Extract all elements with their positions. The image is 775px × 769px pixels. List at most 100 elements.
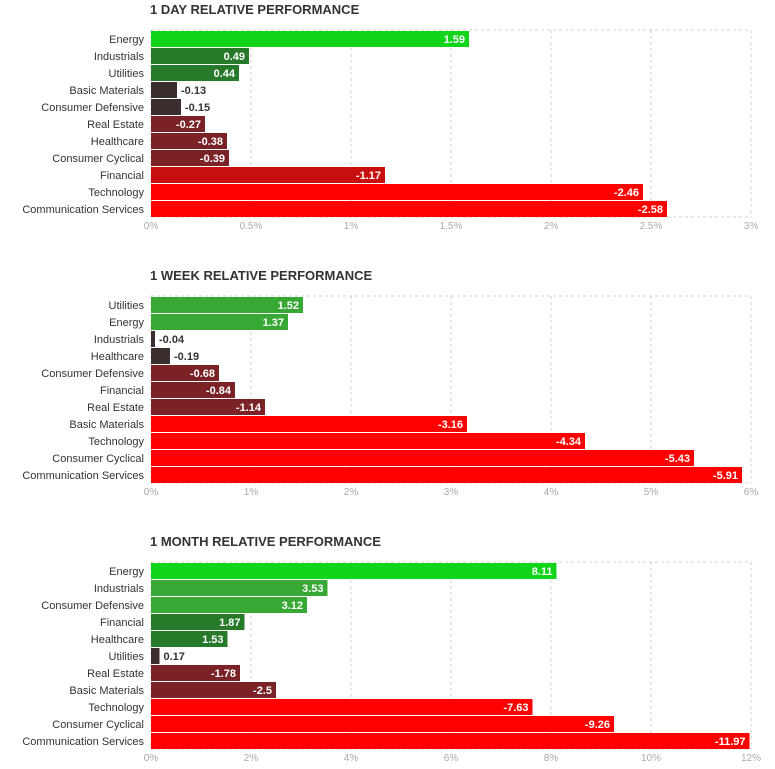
data-label: -11.97 <box>715 736 746 748</box>
data-label: 1.87 <box>219 617 240 629</box>
bar <box>151 648 160 664</box>
data-label: -2.46 <box>614 187 639 199</box>
x-tick-label: 0% <box>144 487 159 498</box>
panel-1-week: 1 WEEK RELATIVE PERFORMANCE 0% 1% 2% 3% 4% 5%… <box>22 268 758 498</box>
bar <box>151 65 239 81</box>
bar <box>151 331 155 347</box>
category-label: Healthcare <box>91 634 144 646</box>
category-label: Consumer Cyclical <box>52 153 144 165</box>
chart-title: 1 MONTH RELATIVE PERFORMANCE <box>150 534 381 549</box>
bar <box>151 116 205 132</box>
x-tick-label: 0% <box>144 753 159 764</box>
data-label: -5.43 <box>665 453 690 465</box>
bar <box>151 563 557 579</box>
category-label: Energy <box>109 317 144 329</box>
category-label: Technology <box>88 187 144 199</box>
data-label: 1.37 <box>263 317 284 329</box>
data-label: 8.11 <box>532 566 553 578</box>
bar <box>151 48 249 64</box>
category-label: Real Estate <box>87 668 144 680</box>
chart-title: 1 WEEK RELATIVE PERFORMANCE <box>150 268 373 283</box>
bar <box>151 167 385 183</box>
bar <box>151 150 229 166</box>
x-tick-label: 1% <box>244 487 259 498</box>
bar <box>151 399 265 415</box>
category-label: Consumer Cyclical <box>52 719 144 731</box>
bar <box>151 450 694 466</box>
category-label: Technology <box>88 436 144 448</box>
category-label: Energy <box>109 34 144 46</box>
category-label: Financial <box>100 170 144 182</box>
bar <box>151 682 276 698</box>
category-label: Utilities <box>109 300 145 312</box>
category-label: Communication Services <box>22 204 144 216</box>
category-label: Communication Services <box>22 470 144 482</box>
category-label: Energy <box>109 566 144 578</box>
x-tick-label: 0% <box>144 221 159 232</box>
data-label: -0.68 <box>190 368 215 380</box>
data-label: 1.52 <box>278 300 299 312</box>
x-tick-label: 1.5% <box>440 221 463 232</box>
bar <box>151 433 585 449</box>
panel-1-day: 1 DAY RELATIVE PERFORMANCE 0% 0.5% 1% 1.5% 2… <box>22 2 758 232</box>
category-label: Utilities <box>109 68 145 80</box>
category-label: Consumer Defensive <box>41 368 144 380</box>
category-label: Industrials <box>94 583 145 595</box>
data-label: -0.15 <box>185 102 210 114</box>
data-label: -0.39 <box>200 153 225 165</box>
bar <box>151 580 328 596</box>
data-label: -4.34 <box>556 436 582 448</box>
category-label: Real Estate <box>87 402 144 414</box>
bar <box>151 201 667 217</box>
data-label: 0.49 <box>224 51 245 63</box>
bar <box>151 82 177 98</box>
chart-title: 1 DAY RELATIVE PERFORMANCE <box>150 2 360 17</box>
x-tick-label: 6% <box>444 753 459 764</box>
category-label: Utilities <box>109 651 145 663</box>
category-label: Industrials <box>94 51 145 63</box>
x-tick-label: 12% <box>741 753 761 764</box>
x-tick-label: 2% <box>244 753 259 764</box>
bar <box>151 297 303 313</box>
data-label: -3.16 <box>438 419 463 431</box>
bar <box>151 348 170 364</box>
data-label: -7.63 <box>503 702 528 714</box>
data-label: -0.13 <box>181 85 206 97</box>
category-label: Consumer Defensive <box>41 600 144 612</box>
bar <box>151 416 467 432</box>
panel-1-month: 1 MONTH RELATIVE PERFORMANCE 0% 2% 4% 6% 8% 1… <box>22 534 761 764</box>
data-label: 1.53 <box>202 634 223 646</box>
data-label: -0.04 <box>159 334 185 346</box>
category-label: Communication Services <box>22 736 144 748</box>
bar <box>151 467 742 483</box>
data-label: -0.38 <box>198 136 223 148</box>
x-tick-label: 3% <box>444 487 459 498</box>
data-label: 0.17 <box>164 651 185 663</box>
data-label: -9.26 <box>585 719 610 731</box>
data-label: 3.12 <box>282 600 303 612</box>
x-tick-label: 6% <box>744 487 759 498</box>
category-label: Basic Materials <box>69 419 144 431</box>
data-label: 3.53 <box>302 583 323 595</box>
category-label: Technology <box>88 702 144 714</box>
bar <box>151 31 469 47</box>
category-label: Industrials <box>94 334 145 346</box>
category-label: Real Estate <box>87 119 144 131</box>
x-tick-label: 2.5% <box>640 221 663 232</box>
bar <box>151 614 245 630</box>
data-label: 0.44 <box>214 68 236 80</box>
data-label: -1.17 <box>356 170 381 182</box>
x-tick-label: 2% <box>544 221 559 232</box>
category-label: Consumer Defensive <box>41 102 144 114</box>
bar <box>151 184 643 200</box>
data-label: 1.59 <box>444 34 465 46</box>
x-tick-label: 5% <box>644 487 659 498</box>
data-label: -1.14 <box>236 402 262 414</box>
x-tick-label: 8% <box>544 753 559 764</box>
x-tick-label: 2% <box>344 487 359 498</box>
bar <box>151 365 219 381</box>
bar <box>151 631 228 647</box>
category-label: Basic Materials <box>69 85 144 97</box>
x-tick-label: 0.5% <box>240 221 263 232</box>
